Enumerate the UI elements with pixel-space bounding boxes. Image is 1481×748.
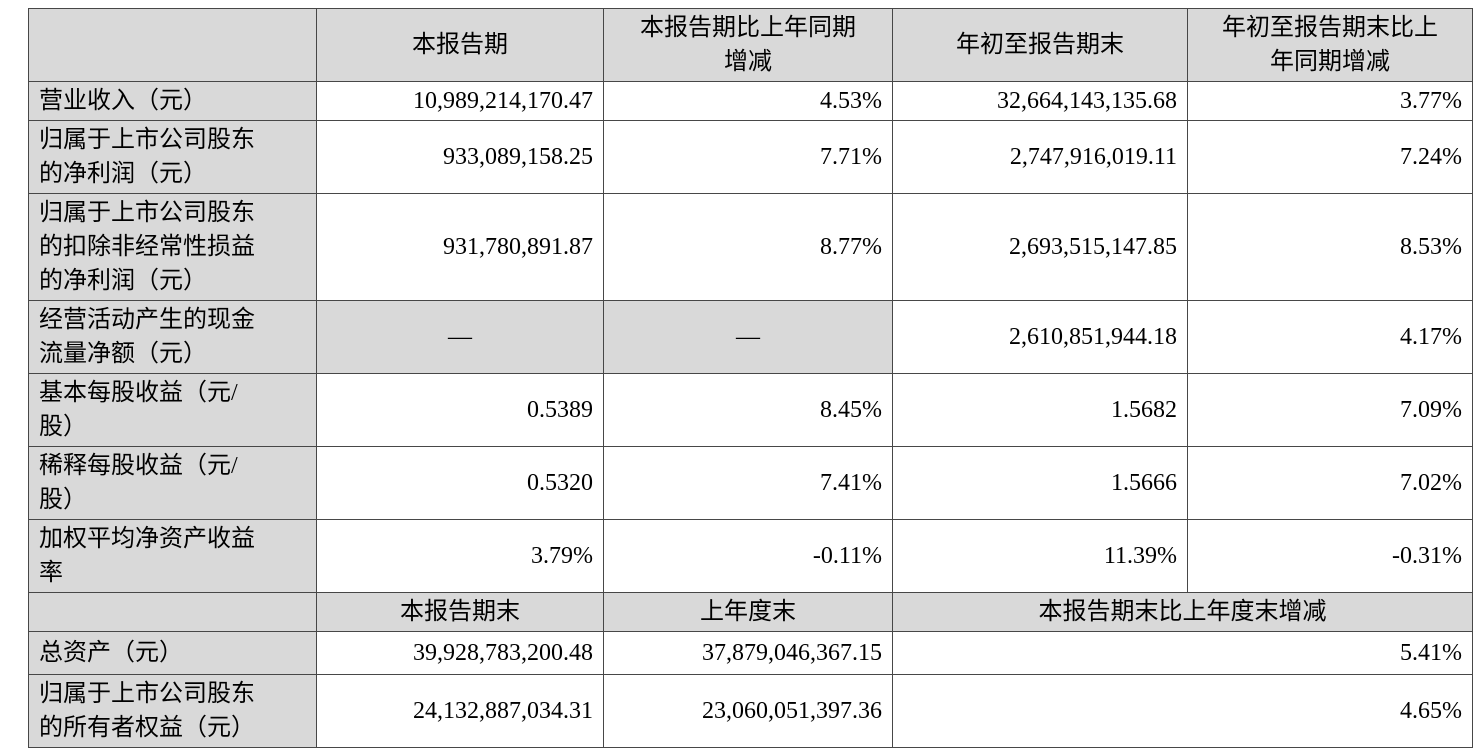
row-label: 稀释每股收益（元/ 股）: [28, 446, 317, 520]
cell-ytd: 1.5666: [892, 446, 1188, 520]
cell-ytd-change: 3.77%: [1187, 81, 1473, 121]
cell-ytd-change: 8.53%: [1187, 193, 1473, 301]
cell-prior-end: 23,060,051,397.36: [603, 674, 893, 748]
table-row: 总资产（元） 39,928,783,200.48 37,879,046,367.…: [28, 631, 1473, 675]
header-blank-cell: [28, 8, 317, 82]
table-row: 营业收入（元） 10,989,214,170.47 4.53% 32,664,1…: [28, 81, 1473, 121]
table-row: 基本每股收益（元/ 股） 0.5389 8.45% 1.5682 7.09%: [28, 373, 1473, 447]
cell-current-change: 7.71%: [603, 120, 893, 194]
table-row: 归属于上市公司股东 的扣除非经常性损益 的净利润（元） 931,780,891.…: [28, 193, 1473, 301]
cell-current-change: 4.53%: [603, 81, 893, 121]
cell-ytd: 2,747,916,019.11: [892, 120, 1188, 194]
row-label: 营业收入（元）: [28, 81, 317, 121]
cell-current-change: -0.11%: [603, 519, 893, 593]
table-subheader-row: 本报告期末 上年度末 本报告期末比上年度末增减: [28, 592, 1473, 632]
subheader-period-end-change: 本报告期末比上年度末增减: [892, 592, 1473, 632]
table-row: 归属于上市公司股东 的所有者权益（元） 24,132,887,034.31 23…: [28, 674, 1473, 748]
row-label: 归属于上市公司股东 的扣除非经常性损益 的净利润（元）: [28, 193, 317, 301]
cell-current: 0.5320: [316, 446, 604, 520]
cell-ytd-change: 7.24%: [1187, 120, 1473, 194]
table-row: 归属于上市公司股东 的净利润（元） 933,089,158.25 7.71% 2…: [28, 120, 1473, 194]
subheader-current-period-end: 本报告期末: [316, 592, 604, 632]
cell-current: 3.79%: [316, 519, 604, 593]
cell-ytd-change: 7.09%: [1187, 373, 1473, 447]
cell-ytd: 2,693,515,147.85: [892, 193, 1188, 301]
cell-ytd-change: 7.02%: [1187, 446, 1473, 520]
cell-current: 931,780,891.87: [316, 193, 604, 301]
row-label: 经营活动产生的现金 流量净额（元）: [28, 300, 317, 374]
cell-ytd: 1.5682: [892, 373, 1188, 447]
table-row: 稀释每股收益（元/ 股） 0.5320 7.41% 1.5666 7.02%: [28, 446, 1473, 520]
row-label: 总资产（元）: [28, 631, 317, 675]
cell-prior-end: 37,879,046,367.15: [603, 631, 893, 675]
cell-ytd: 2,610,851,944.18: [892, 300, 1188, 374]
header-current-period: 本报告期: [316, 8, 604, 82]
cell-current-end: 24,132,887,034.31: [316, 674, 604, 748]
cell-ytd-change: -0.31%: [1187, 519, 1473, 593]
cell-ytd-change: 4.17%: [1187, 300, 1473, 374]
header-ytd: 年初至报告期末: [892, 8, 1188, 82]
subheader-prior-year-end: 上年度末: [603, 592, 893, 632]
cell-current-end: 39,928,783,200.48: [316, 631, 604, 675]
cell-period-end-change: 5.41%: [892, 631, 1473, 675]
cell-period-end-change: 4.65%: [892, 674, 1473, 748]
financial-summary-table: 本报告期 本报告期比上年同期 增减 年初至报告期末 年初至报告期末比上 年同期增…: [28, 8, 1473, 748]
row-label: 归属于上市公司股东 的净利润（元）: [28, 120, 317, 194]
cell-current-change: 8.77%: [603, 193, 893, 301]
cell-current: 933,089,158.25: [316, 120, 604, 194]
row-label: 基本每股收益（元/ 股）: [28, 373, 317, 447]
header-current-period-change: 本报告期比上年同期 增减: [603, 8, 893, 82]
cell-ytd: 11.39%: [892, 519, 1188, 593]
table-row: 加权平均净资产收益 率 3.79% -0.11% 11.39% -0.31%: [28, 519, 1473, 593]
subheader-blank-cell: [28, 592, 317, 632]
table-row: 经营活动产生的现金 流量净额（元） — — 2,610,851,944.18 4…: [28, 300, 1473, 374]
cell-ytd: 32,664,143,135.68: [892, 81, 1188, 121]
table-header-row: 本报告期 本报告期比上年同期 增减 年初至报告期末 年初至报告期末比上 年同期增…: [28, 8, 1473, 82]
cell-current: 0.5389: [316, 373, 604, 447]
cell-current: 10,989,214,170.47: [316, 81, 604, 121]
cell-current-dash: —: [316, 300, 604, 374]
cell-current-change: 7.41%: [603, 446, 893, 520]
row-label: 加权平均净资产收益 率: [28, 519, 317, 593]
cell-current-change-dash: —: [603, 300, 893, 374]
cell-current-change: 8.45%: [603, 373, 893, 447]
header-ytd-change: 年初至报告期末比上 年同期增减: [1187, 8, 1473, 82]
row-label: 归属于上市公司股东 的所有者权益（元）: [28, 674, 317, 748]
